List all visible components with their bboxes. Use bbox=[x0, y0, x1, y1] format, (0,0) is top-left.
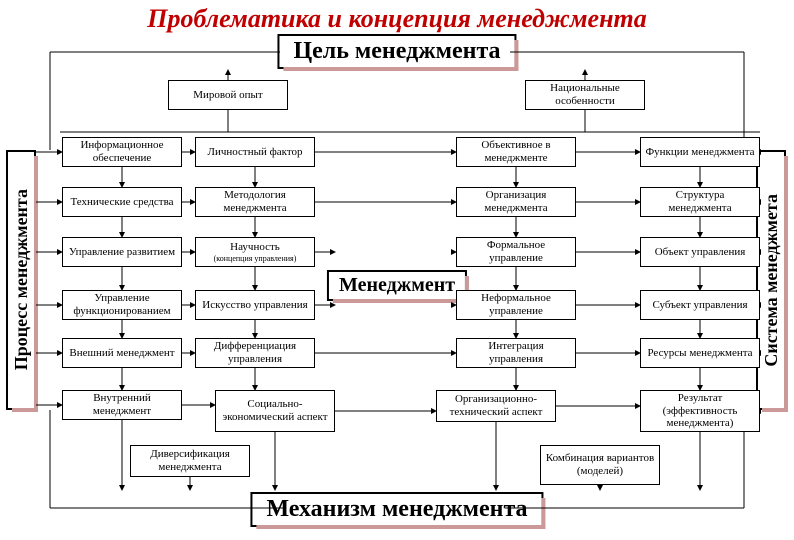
box-r4b: Искусство управления bbox=[195, 290, 315, 320]
box-r7a: Диверсификация менеджмента bbox=[130, 445, 250, 477]
box-r5c: Интеграция управления bbox=[456, 338, 576, 368]
page-title: Проблематика и концепция менеджмента bbox=[0, 0, 794, 34]
banner-goal: Цель менеджмента bbox=[277, 34, 516, 69]
box-r3b: Научность(концепция управления) bbox=[195, 237, 315, 267]
banner-process: Процесс менеджмента bbox=[6, 150, 36, 410]
box-r6c: Организационно-технический аспект bbox=[436, 390, 556, 422]
box-r6a: Внутренний менеджмент bbox=[62, 390, 182, 420]
box-r4a: Управление функционированием bbox=[62, 290, 182, 320]
box-r4c: Неформальное управление bbox=[456, 290, 576, 320]
box-r2c: Организация менеджмента bbox=[456, 187, 576, 217]
box-r1a: Информационное обеспечение bbox=[62, 137, 182, 167]
box-r5b: Дифференциация управления bbox=[195, 338, 315, 368]
box-r2b: Методология менеджмента bbox=[195, 187, 315, 217]
box-r2a: Технические средства bbox=[62, 187, 182, 217]
box-r1d: Функции менеджмента bbox=[640, 137, 760, 167]
box-world-exp: Мировой опыт bbox=[168, 80, 288, 110]
box-r6b: Социально-экономический аспект bbox=[215, 390, 335, 432]
banner-system: Система менеджмета bbox=[756, 150, 786, 410]
box-r6d: Результат (эффективность менеджмента) bbox=[640, 390, 760, 432]
box-r4d: Субъект управления bbox=[640, 290, 760, 320]
box-r3c: Формальное управление bbox=[456, 237, 576, 267]
box-r3d: Объект управления bbox=[640, 237, 760, 267]
box-r7b: Комбинация вариантов (моделей) bbox=[540, 445, 660, 485]
box-r3a: Управление развитием bbox=[62, 237, 182, 267]
box-r1b: Личностный фактор bbox=[195, 137, 315, 167]
box-r1c: Объективное в менеджменте bbox=[456, 137, 576, 167]
box-r2d: Структура менеджмента bbox=[640, 187, 760, 217]
banner-mechanism: Механизм менеджмента bbox=[250, 492, 543, 527]
box-r5d: Ресурсы менеджмента bbox=[640, 338, 760, 368]
banner-management: Менеджмент bbox=[327, 270, 467, 301]
box-r5a: Внешний менеджмент bbox=[62, 338, 182, 368]
box-national: Национальные особенности bbox=[525, 80, 645, 110]
